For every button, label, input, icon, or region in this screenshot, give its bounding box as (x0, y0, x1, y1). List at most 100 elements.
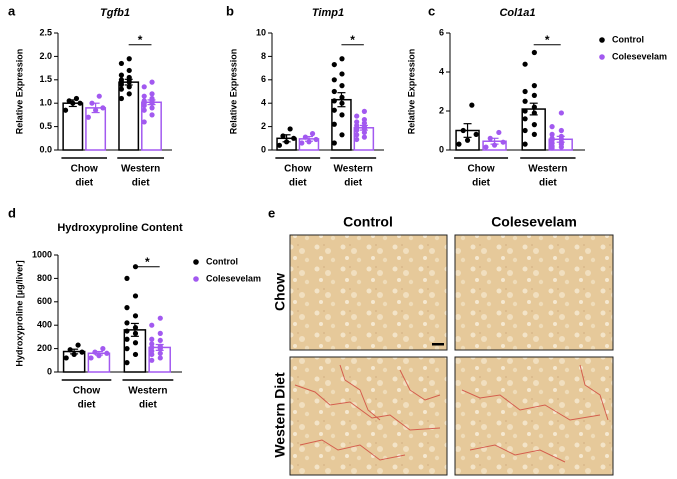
data-point (500, 139, 506, 145)
y-tick-label: 0 (439, 144, 444, 154)
y-tick-label: 2.0 (39, 51, 52, 61)
data-point (531, 83, 537, 89)
legend-label: Control (206, 256, 238, 266)
data-point (141, 84, 147, 90)
data-point (522, 61, 528, 67)
group-label: Chow (284, 164, 311, 175)
data-point (331, 121, 337, 127)
group-label: Chow (467, 164, 494, 175)
column-label: Colesevelam (491, 214, 577, 230)
group-label: Chow (71, 164, 98, 175)
y-tick-label: 2 (261, 121, 266, 131)
data-point (299, 140, 305, 146)
data-point (522, 141, 528, 147)
data-point (522, 98, 528, 104)
y-tick-label: 0 (261, 144, 266, 154)
chart-title: Hydroxyproline Content (57, 222, 183, 234)
data-point (283, 139, 290, 145)
data-point (71, 351, 77, 358)
panel-letter: c (428, 3, 435, 18)
micrograph (454, 234, 614, 351)
data-point (89, 100, 95, 106)
group-label: Chow (73, 386, 100, 397)
data-point (456, 141, 462, 147)
group-label: Western (121, 164, 160, 175)
chart-title: Col1a1 (499, 7, 535, 19)
y-tick-label: 0 (47, 366, 52, 376)
data-point (157, 337, 163, 344)
data-point (132, 293, 139, 299)
scale-bar (432, 343, 444, 346)
y-tick-label: 600 (37, 296, 52, 306)
data-point (354, 132, 360, 138)
group-label: Western (528, 164, 567, 175)
data-point (354, 113, 360, 119)
group-label: diet (539, 178, 557, 189)
y-axis-label: Relative Expression (228, 49, 238, 135)
significance-label: * (350, 33, 355, 47)
data-point (531, 104, 537, 110)
data-point (522, 108, 528, 114)
group-label: diet (344, 178, 362, 189)
data-point (531, 92, 537, 98)
data-point (558, 133, 564, 139)
data-point (339, 112, 345, 118)
group-label: diet (132, 178, 150, 189)
data-point (66, 98, 72, 104)
chart-title: Tgfb1 (100, 7, 130, 19)
group-label: Western (128, 386, 167, 397)
data-point (496, 129, 502, 136)
data-point (149, 322, 155, 328)
data-point (558, 127, 564, 134)
y-tick-label: 2.5 (39, 27, 52, 37)
y-axis-label: Hydroxyproline [µg/liver] (14, 260, 24, 366)
micrograph (454, 356, 614, 476)
y-tick-label: 400 (37, 320, 52, 330)
data-point (287, 126, 293, 132)
data-point (118, 72, 125, 78)
data-point (132, 351, 139, 358)
data-point (149, 341, 155, 347)
column-label: Control (343, 214, 393, 230)
group-label: diet (472, 178, 490, 189)
data-point (309, 131, 316, 137)
legend-label: Colesevelam (612, 51, 667, 61)
data-point (331, 98, 337, 104)
data-point (132, 340, 139, 346)
group-label: diet (78, 400, 96, 411)
data-point (531, 131, 537, 137)
data-point (118, 95, 125, 102)
data-point (361, 116, 367, 123)
data-point (124, 320, 130, 326)
data-point (331, 61, 337, 68)
legend-marker (193, 259, 199, 265)
data-point (149, 112, 155, 118)
data-point (354, 136, 360, 143)
y-tick-label: 0.0 (39, 144, 52, 154)
data-point (339, 83, 345, 89)
data-point (558, 110, 564, 116)
data-point (469, 102, 475, 108)
y-tick-label: 6 (439, 27, 444, 37)
data-point (96, 353, 102, 359)
data-point (491, 142, 498, 148)
data-point (549, 124, 555, 130)
data-point (157, 350, 163, 356)
significance-label: * (138, 33, 143, 47)
data-point (63, 355, 69, 361)
data-point (149, 357, 155, 363)
group-label: diet (139, 400, 157, 411)
data-point (126, 91, 132, 97)
significance-label: * (145, 255, 150, 269)
data-point (331, 140, 337, 146)
data-point (77, 100, 83, 106)
data-point (331, 107, 337, 113)
data-point (93, 107, 99, 113)
data-point (100, 105, 106, 111)
data-point (531, 49, 537, 56)
data-point (132, 324, 139, 331)
data-point (141, 119, 147, 125)
data-point (100, 346, 106, 352)
data-point (118, 60, 125, 67)
